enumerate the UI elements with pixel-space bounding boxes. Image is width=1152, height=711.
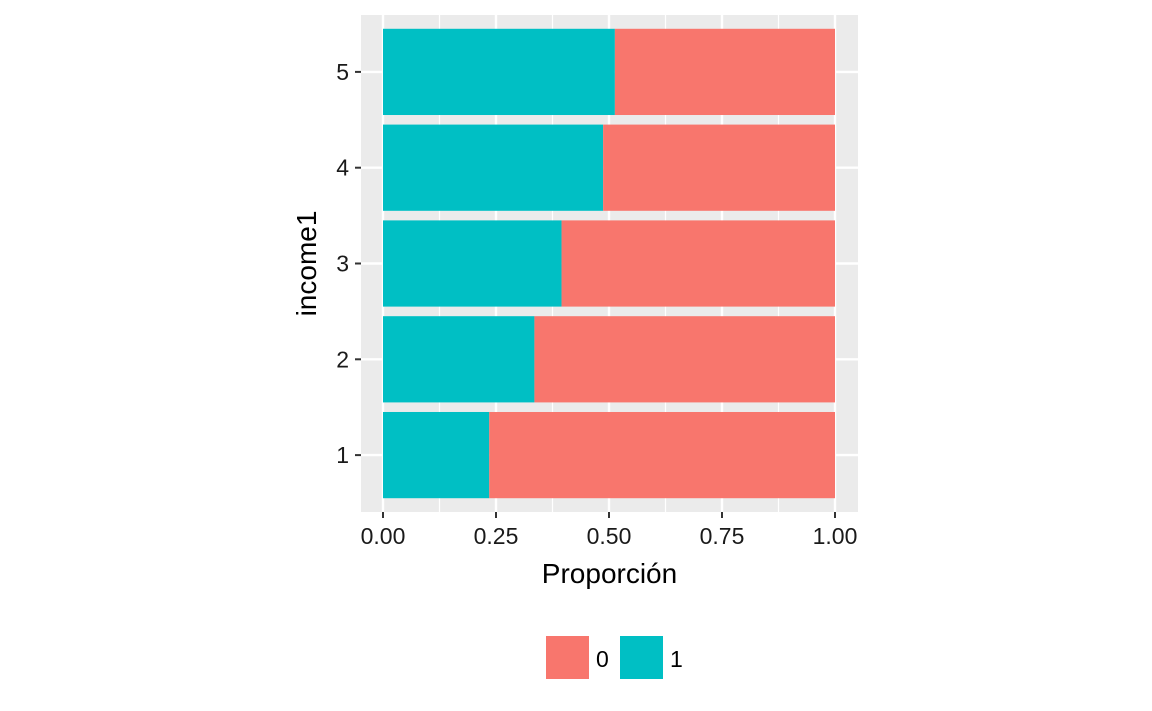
y-axis-title: income1 bbox=[291, 211, 322, 317]
y-axis: 1 2 3 4 5 bbox=[336, 59, 361, 468]
x-tick-label: 0.00 bbox=[361, 523, 406, 549]
bars bbox=[383, 28, 835, 499]
legend-key-1 bbox=[620, 636, 663, 679]
y-tick-label: 3 bbox=[336, 251, 349, 277]
bar-3-series-1 bbox=[383, 220, 562, 307]
bar-4-series-0 bbox=[603, 124, 835, 211]
y-tick-label: 5 bbox=[336, 59, 349, 85]
x-tick-label: 0.75 bbox=[700, 523, 745, 549]
legend-label-1: 1 bbox=[670, 646, 683, 672]
bar-1-series-0 bbox=[489, 411, 835, 499]
bar-4-series-1 bbox=[383, 124, 604, 211]
bar-2-series-1 bbox=[383, 316, 535, 403]
y-tick-label: 2 bbox=[336, 346, 349, 372]
x-tick-label: 0.50 bbox=[587, 523, 632, 549]
x-tick-label: 1.00 bbox=[813, 523, 858, 549]
x-tick-label: 0.25 bbox=[474, 523, 519, 549]
bar-5-series-0 bbox=[614, 28, 835, 116]
legend-key-0 bbox=[546, 636, 589, 679]
bar-3-series-0 bbox=[561, 220, 835, 307]
bar-1-series-1 bbox=[383, 411, 490, 499]
x-axis-title: Proporción bbox=[542, 558, 677, 589]
bar-2-series-0 bbox=[534, 316, 835, 403]
y-tick-label: 1 bbox=[336, 442, 349, 468]
legend-label-0: 0 bbox=[596, 646, 609, 672]
x-axis: 0.00 0.25 0.50 0.75 1.00 bbox=[361, 512, 858, 549]
bar-5-series-1 bbox=[383, 28, 615, 116]
y-tick-label: 4 bbox=[336, 155, 349, 181]
